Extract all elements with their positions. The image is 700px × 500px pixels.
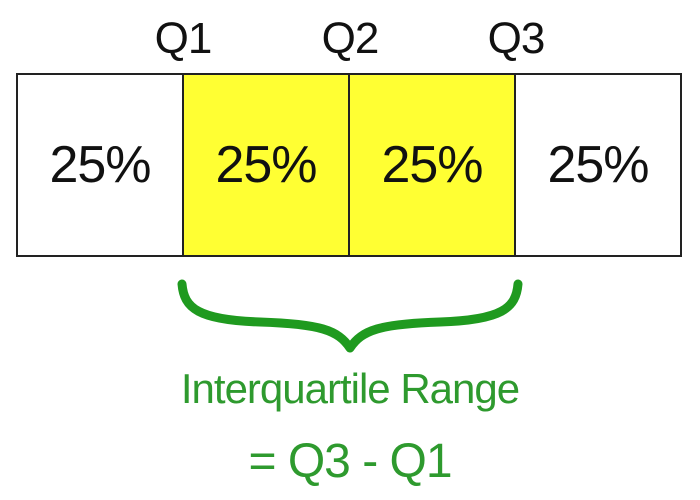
q3-label: Q3 — [487, 14, 546, 63]
segment-4: 25% — [514, 75, 680, 255]
q1-label: Q1 — [154, 14, 213, 63]
q2-label: Q2 — [321, 14, 380, 63]
quartile-bar: 25% 25% 25% 25% — [16, 73, 682, 257]
segment-3-label: 25% — [381, 136, 483, 194]
curly-brace-icon — [177, 279, 523, 353]
segment-4-label: 25% — [547, 136, 649, 194]
segment-2-label: 25% — [215, 136, 317, 194]
iqr-formula: = Q3 - Q1 — [248, 435, 452, 488]
segment-2: 25% — [182, 75, 348, 255]
iqr-title: Interquartile Range — [180, 365, 520, 412]
segment-3: 25% — [348, 75, 514, 255]
segment-1: 25% — [18, 75, 182, 255]
segment-1-label: 25% — [49, 136, 151, 194]
